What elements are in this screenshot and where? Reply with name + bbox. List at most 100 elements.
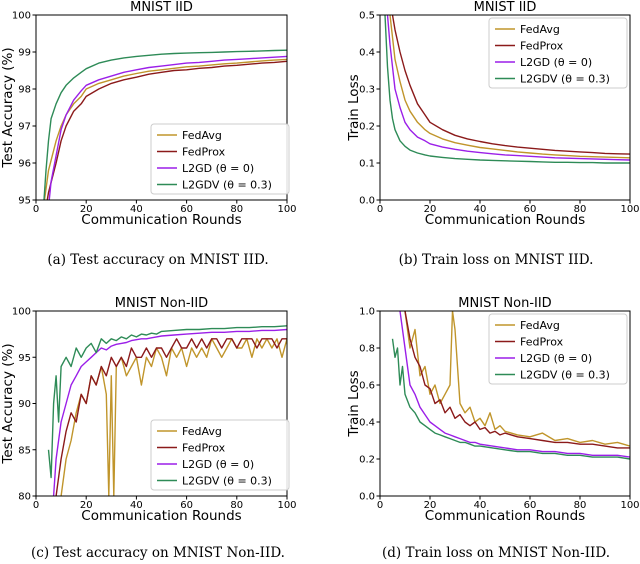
x-axis-label: Communication Rounds [425, 508, 585, 524]
y-axis-label: Test Accuracy (%) [0, 47, 16, 168]
chart-title: MNIST IID [474, 0, 537, 15]
x-tick-label: 100 [277, 500, 296, 511]
series-line-3 [52, 328, 287, 496]
series-line-4 [391, 338, 630, 460]
x-tick-label: 80 [230, 500, 243, 511]
y-tick-label: 95 [18, 196, 31, 207]
x-tick-label: 40 [474, 500, 487, 511]
chart-panel-2: MNIST IID 0 20 40 60 80 100 0.0 0.1 0.2 0.3 0.4 0.5 C… [346, 0, 640, 268]
x-tick-label: 100 [620, 204, 639, 215]
chart-title: MNIST IID [130, 0, 193, 15]
y-tick-label: 90 [18, 399, 31, 410]
x-tick-label: 60 [524, 500, 537, 511]
x-axis-label: Communication Rounds [425, 212, 585, 228]
series-line-2 [391, 15, 630, 155]
y-tick-label: 0.8 [359, 344, 375, 355]
y-tick-label: 0.6 [359, 381, 375, 392]
y-tick-label: 0.5 [359, 11, 375, 22]
chart-panel-4: MNIST Non-IID 0 20 40 60 80 100 0.0 0.2 0.4 0.6 0.8… [346, 296, 640, 561]
y-tick-label: 0.0 [359, 492, 375, 503]
legend-label: L2GDV (θ = 0.3) [182, 179, 272, 192]
chart-title: MNIST Non-IID [458, 296, 551, 311]
figure-caption: (a) Test accuracy on MNIST IID. [47, 252, 268, 268]
y-axis-label: Train Loss [346, 74, 362, 141]
x-axis-label: Communication Rounds [81, 212, 241, 228]
legend-box [150, 419, 290, 491]
figure-caption: (b) Train loss on MNIST IID. [399, 252, 594, 268]
y-tick-label: 95 [18, 353, 31, 364]
legend-label: L2GD (θ = 0) [520, 56, 592, 69]
plot-frame [379, 14, 631, 201]
legend-label: L2GD (θ = 0) [182, 458, 254, 471]
plot-frame [35, 14, 288, 201]
series-line-3 [48, 55, 287, 200]
y-tick-label: 100 [12, 307, 31, 318]
series-group [384, 15, 630, 164]
y-tick-label: 80 [18, 492, 31, 503]
y-tick-label: 0.1 [359, 159, 375, 170]
legend-label: L2GD (θ = 0) [520, 352, 592, 365]
y-tick-label: 96 [18, 159, 31, 170]
y-tick-label: 0.0 [359, 196, 375, 207]
figure-caption: (c) Test accuracy on MNIST Non-IID. [31, 545, 285, 561]
series-line-3 [386, 15, 630, 161]
x-tick-label: 60 [180, 500, 193, 511]
series-line-4 [43, 49, 287, 200]
chart-title: MNIST Non-IID [115, 296, 208, 311]
x-tick-label: 100 [277, 204, 296, 215]
x-tick-label: 40 [130, 500, 143, 511]
legend-label: FedProx [520, 40, 564, 53]
legend-label: FedAvg [182, 129, 222, 142]
legend-label: L2GDV (θ = 0.3) [520, 369, 610, 382]
legend-label: L2GDV (θ = 0.3) [182, 475, 272, 488]
y-tick-label: 0.3 [359, 85, 375, 96]
x-tick-label: 20 [80, 500, 93, 511]
x-tick-label: 40 [130, 204, 143, 215]
chart-panel-1: MNIST IID 0 20 40 60 80 100 95 96 97 98 99 100 Commun… [0, 0, 297, 268]
x-tick-label: 80 [574, 204, 587, 215]
legend-box [488, 17, 628, 89]
y-axis-label: Train Loss [346, 370, 362, 437]
y-tick-label: 97 [18, 122, 31, 133]
legend-label: FedProx [520, 336, 564, 349]
legend-label: FedProx [182, 442, 226, 455]
legend-label: L2GD (θ = 0) [182, 162, 254, 175]
x-tick-label: 0 [33, 204, 39, 215]
x-tick-label: 0 [33, 500, 39, 511]
y-tick-label: 0.2 [359, 122, 375, 133]
y-tick-label: 0.4 [359, 418, 375, 429]
legend: FedAvg FedProx L2GD (θ = 0) L2GDV (θ = 0.3) [150, 419, 290, 491]
legend: FedAvg FedProx L2GD (θ = 0) L2GDV (θ = 0.3) [488, 313, 628, 385]
legend-box [150, 123, 290, 195]
y-tick-label: 0.2 [359, 455, 375, 466]
y-tick-label: 100 [12, 11, 31, 22]
legend-label: FedProx [182, 146, 226, 159]
legend-label: FedAvg [182, 425, 222, 438]
series-line-2 [404, 311, 630, 449]
x-tick-label: 60 [180, 204, 193, 215]
x-tick-label: 20 [424, 500, 437, 511]
y-tick-label: 0.4 [359, 48, 375, 59]
x-tick-label: 0 [377, 500, 383, 511]
x-tick-label: 80 [574, 500, 587, 511]
y-tick-label: 98 [18, 85, 31, 96]
x-tick-label: 0 [377, 204, 383, 215]
legend: FedAvg FedProx L2GD (θ = 0) L2GDV (θ = 0.3) [488, 17, 628, 89]
legend: FedAvg FedProx L2GD (θ = 0) L2GDV (θ = 0.3) [150, 123, 290, 195]
series-line-2 [55, 338, 287, 496]
series-line-2 [46, 60, 287, 200]
series-group [391, 311, 630, 460]
y-tick-label: 1.0 [359, 307, 375, 318]
y-tick-label: 99 [18, 48, 31, 59]
chart-panel-3: MNIST Non-IID 0 20 40 60 80 100 80 85 90 95 100 Comm… [0, 296, 297, 561]
x-axis-label: Communication Rounds [81, 508, 241, 524]
series-line-3 [399, 311, 630, 458]
series-line-1 [389, 15, 630, 159]
x-tick-label: 60 [524, 204, 537, 215]
plot-frame [379, 310, 631, 497]
legend-label: L2GDV (θ = 0.3) [520, 73, 610, 86]
x-tick-label: 80 [230, 204, 243, 215]
x-tick-label: 100 [620, 500, 639, 511]
series-line-4 [47, 325, 287, 479]
